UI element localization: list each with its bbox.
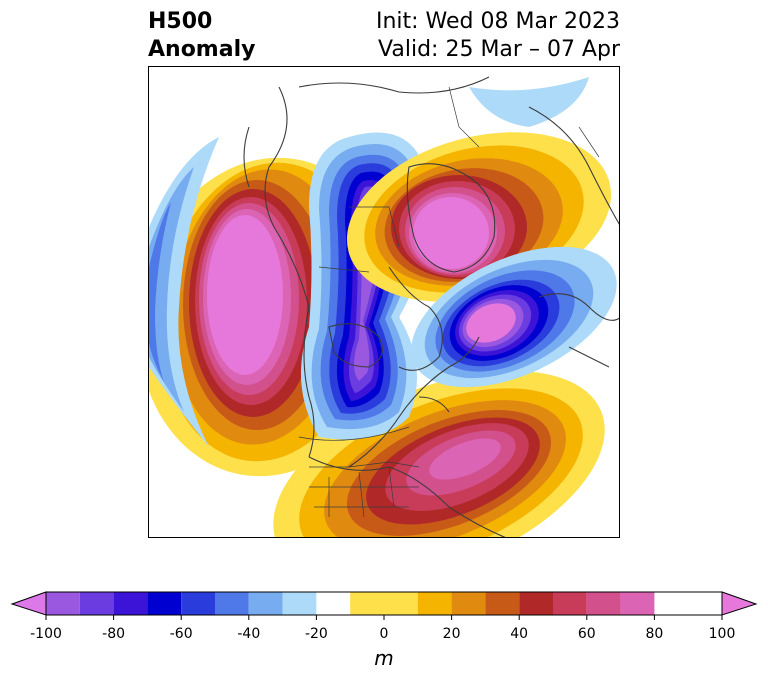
trough-east [411,246,617,388]
colorbar-tick-label: 100 [708,626,736,642]
colorbar-tick-marks [45,615,723,620]
colorbar-tick-label: 40 [510,626,529,642]
ridge-west [149,157,401,477]
colorbar [10,591,758,620]
colorbar-swatches [46,592,655,615]
colorbar-tick-label: -40 [237,626,261,642]
trough-northeast [469,77,589,127]
political-borders [298,86,600,518]
colorbar-swatch [350,592,418,615]
colorbar-swatch [620,592,655,615]
trough-far-west [149,137,219,447]
colorbar-tick-label: -80 [102,626,126,642]
colorbar-swatch [215,592,249,615]
colorbar-swatch [147,592,182,615]
valid-label: Valid: 25 Mar – 07 Apr [378,37,620,62]
title-right: Init: Wed 08 Mar 2023 Valid: 25 Mar – 07… [376,8,620,64]
variable-label: H500 [148,9,213,34]
colorbar-tick-label: 0 [379,626,389,642]
colorbar-swatch [417,592,452,615]
colorbar-over-triangle [721,591,758,616]
colorbar-swatch [248,592,283,615]
colorbar-tick-label: 60 [577,626,596,642]
colorbar-swatch [79,592,114,615]
colorbar-tick-label: 20 [442,626,461,642]
colorbar-swatch [485,592,520,615]
anomaly-map [149,76,619,537]
title-left: H500 Anomaly [148,8,255,64]
colorbar-swatch [181,592,215,615]
colorbar-under-triangle [10,591,47,616]
colorbar-tick-label: 80 [645,626,664,642]
colorbar-swatch [519,592,553,615]
colorbar-swatch [553,592,587,615]
colorbar-swatch [451,592,486,615]
colorbar-swatch [586,592,621,615]
coastlines [243,76,619,537]
map-panel [148,66,620,538]
colorbar-swatch [282,592,317,615]
colorbar-swatch [113,592,148,615]
colorbar-tick-label: -100 [30,626,62,642]
colorbar-tick-label: -20 [304,626,328,642]
init-label: Init: Wed 08 Mar 2023 [375,9,620,34]
colorbar-unit-label: m [374,646,394,670]
field-label: Anomaly [148,37,256,62]
colorbar-swatch [316,592,351,615]
colorbar-tick-label: -60 [169,626,193,642]
colorbar-swatch [46,592,80,615]
